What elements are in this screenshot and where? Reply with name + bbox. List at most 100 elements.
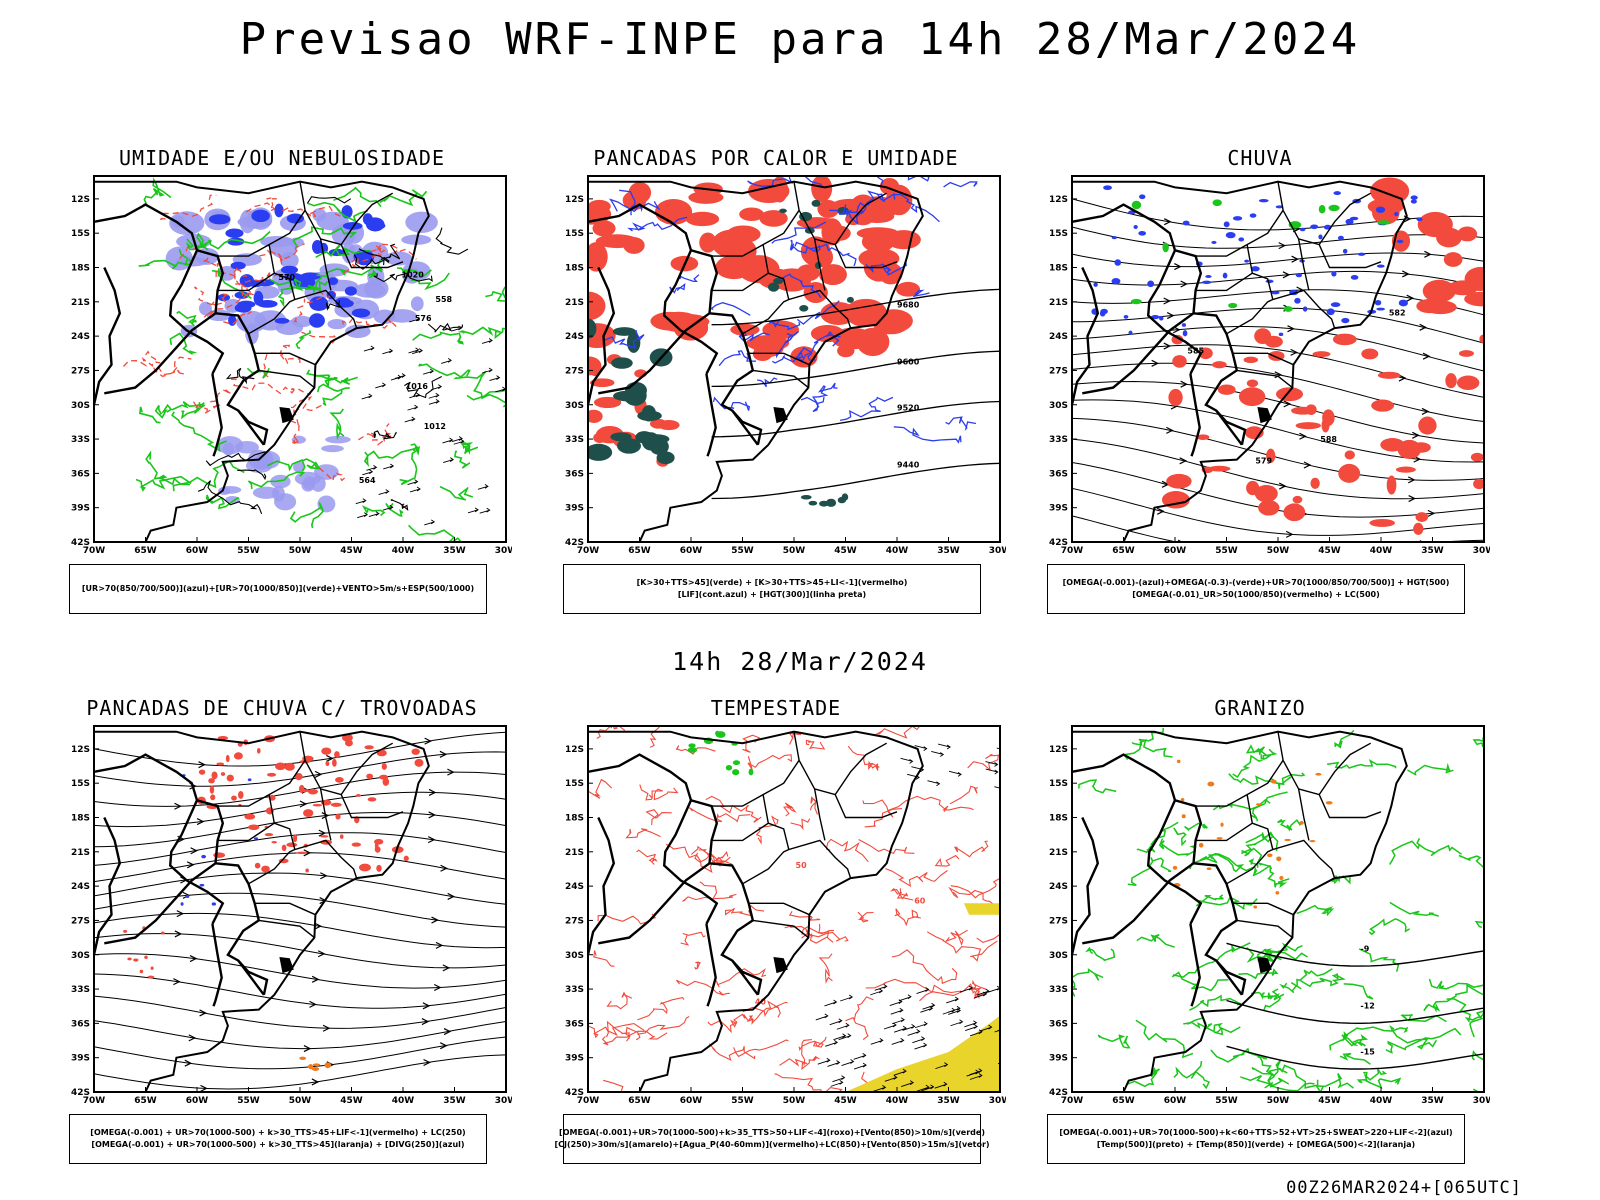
instability-green-area — [617, 438, 641, 454]
wind-vector — [481, 367, 493, 374]
map-content: 9680 9600 9520 9440 — [588, 176, 1000, 542]
instability-red-area — [593, 432, 607, 443]
thunderstorm-red-area — [198, 769, 206, 775]
rain-red-area — [1361, 348, 1379, 360]
rain-red-area — [1238, 387, 1266, 407]
lc850-contour — [603, 1079, 624, 1092]
thunderstorm-red-area — [355, 794, 361, 797]
lon-label: 45W — [1318, 1096, 1341, 1106]
temp850-contour — [1389, 1024, 1438, 1050]
humidity-low-contour — [315, 375, 358, 389]
lc850-contour — [944, 929, 968, 947]
lif-contour — [800, 382, 838, 404]
lif-contour — [912, 289, 930, 298]
thunderstorm-red-area — [225, 754, 230, 763]
rain-red-area — [1424, 300, 1457, 315]
thunderstorm-red-area — [376, 864, 382, 872]
wind-vector — [892, 1017, 905, 1025]
hgt500-streamline — [1072, 487, 1484, 536]
wind-vector — [840, 994, 854, 1002]
lc850-contour — [885, 868, 948, 888]
temp850-contour — [1127, 857, 1172, 887]
temp850-contour — [1246, 946, 1282, 964]
lat-label: 15S — [565, 779, 584, 789]
wind-vector — [833, 1033, 847, 1041]
country-border — [92, 817, 122, 956]
thunderstorm-red-area — [139, 969, 144, 974]
country-border — [1071, 203, 1243, 446]
wind-vector — [841, 1059, 855, 1066]
lon-label: 45W — [340, 546, 363, 556]
lc850-contour — [845, 1016, 869, 1041]
state-border — [319, 238, 332, 291]
lc850-contour — [675, 745, 716, 755]
instability-green-area — [808, 500, 818, 506]
political-boundaries — [92, 180, 430, 543]
lc850-contour — [790, 818, 811, 831]
humidity-low-contour — [154, 403, 173, 419]
state-border — [248, 298, 296, 335]
humidity-low-contour — [176, 310, 197, 327]
state-border — [1195, 272, 1253, 292]
wind-vector — [870, 988, 884, 996]
temp850-contour — [1232, 754, 1272, 779]
temp850-contour — [1423, 984, 1484, 1013]
rain-red-area — [1372, 200, 1400, 225]
thunderstorm-red-area — [160, 931, 165, 935]
lc250-streamline — [94, 995, 506, 1029]
coastline — [588, 730, 924, 1093]
omega-orange-area — [1315, 772, 1322, 776]
rain-red-area — [1292, 495, 1303, 504]
instability-red-area — [654, 199, 693, 225]
wind-vector — [479, 507, 491, 514]
country-border — [211, 373, 223, 457]
wind-vector — [489, 375, 501, 382]
country-border — [731, 959, 763, 996]
streamline-arrow — [1156, 507, 1165, 515]
rain-red-area — [1413, 522, 1424, 535]
lc850-contour — [783, 802, 797, 817]
humidity-upper-area — [327, 319, 347, 330]
humidity-core-area — [239, 274, 255, 288]
state-border — [711, 822, 769, 842]
lc850-contour — [1003, 872, 1006, 894]
thickness-contour — [210, 386, 232, 403]
humidity-low-contour — [295, 330, 311, 349]
lc850-contour — [949, 785, 979, 805]
humidity-low-contour — [267, 459, 306, 472]
lc850-contour — [954, 840, 989, 858]
state-border — [748, 902, 810, 916]
rain-blue-area — [1416, 217, 1423, 222]
pressure-isobar — [353, 254, 385, 270]
rain-red-area — [1171, 334, 1184, 345]
thunderstorm-red-area — [382, 777, 390, 786]
instability-red-area — [589, 378, 615, 388]
wind-vector — [985, 768, 999, 775]
temp850-contour — [1258, 942, 1303, 962]
lat-label: 12S — [71, 195, 90, 205]
wind-vector — [368, 511, 380, 518]
wind-vector — [832, 1075, 846, 1083]
lc850-contour — [637, 996, 685, 1021]
thickness-contour — [145, 350, 192, 376]
rain-red-area — [1370, 177, 1410, 205]
lc850-contour — [853, 996, 874, 1020]
pressure-isobar — [435, 227, 469, 255]
lat-label: 27S — [1049, 916, 1068, 926]
thickness-contour — [159, 194, 217, 221]
wind-vector — [477, 483, 489, 490]
thunderstorm-red-area — [261, 865, 270, 873]
wind-vector — [931, 751, 945, 757]
rain-blue-area — [1223, 221, 1230, 228]
lat-label: 39S — [71, 504, 90, 514]
streamline-arrow — [1398, 374, 1407, 382]
thickness-contour — [231, 378, 312, 395]
state-border — [1297, 238, 1310, 291]
rain-red-area — [1369, 518, 1395, 527]
thickness-contour — [262, 352, 301, 378]
rain-blue-area — [1111, 278, 1121, 285]
lif-contour — [669, 283, 686, 294]
thunderstorm-red-area — [334, 751, 340, 758]
lc250-streamline — [94, 832, 506, 866]
